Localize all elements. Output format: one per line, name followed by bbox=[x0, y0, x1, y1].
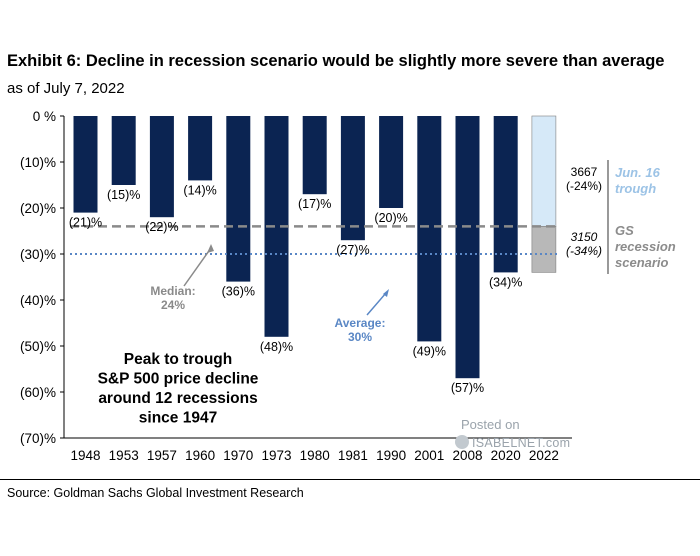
value-label-2008: (57)% bbox=[451, 381, 484, 395]
bar-1957 bbox=[149, 116, 174, 218]
x-tick-label-1957: 1957 bbox=[147, 448, 177, 463]
x-tick-label-1970: 1970 bbox=[223, 448, 253, 463]
x-tick-label-1960: 1960 bbox=[185, 448, 215, 463]
bar-1981 bbox=[340, 116, 365, 241]
x-tick-label-1973: 1973 bbox=[261, 448, 291, 463]
watermark-line1: Posted on bbox=[461, 417, 520, 432]
source-note: Source: Goldman Sachs Global Investment … bbox=[7, 486, 304, 500]
y-tick-label: (60)% bbox=[20, 385, 56, 400]
average-value: 30% bbox=[348, 330, 372, 344]
value-label-1980: (17)% bbox=[298, 197, 331, 211]
bar-1980 bbox=[302, 116, 327, 195]
y-tick-label: (10)% bbox=[20, 155, 56, 170]
average-arrowhead bbox=[383, 289, 389, 297]
chart-subtitle: as of July 7, 2022 bbox=[7, 80, 125, 97]
value-label-1960: (14)% bbox=[183, 183, 216, 197]
footer-divider bbox=[0, 479, 700, 480]
x-tick-label-2008: 2008 bbox=[452, 448, 482, 463]
median-arrowhead bbox=[207, 244, 214, 253]
x-tick-label-1980: 1980 bbox=[300, 448, 330, 463]
bar-1970 bbox=[226, 116, 251, 282]
chart-title: Exhibit 6: Decline in recession scenario… bbox=[7, 52, 665, 70]
value-label-2020: (34)% bbox=[489, 275, 522, 289]
x-tick-label-2001: 2001 bbox=[414, 448, 444, 463]
watermark-line2: ISABELNET.com bbox=[472, 436, 571, 450]
value-label-1973: (48)% bbox=[260, 340, 293, 354]
value-label-2001: (49)% bbox=[413, 344, 446, 358]
value-label-1953: (15)% bbox=[107, 188, 140, 202]
scenario-jun16-pct: (-24%) bbox=[566, 179, 602, 193]
median-arrow bbox=[183, 247, 212, 287]
legend-text: trough bbox=[615, 181, 656, 196]
y-tick-label: (40)% bbox=[20, 293, 56, 308]
x-tick-label-2022: 2022 bbox=[529, 448, 559, 463]
watermark: Posted on ISABELNET.com bbox=[455, 416, 570, 452]
x-tick-label-1981: 1981 bbox=[338, 448, 368, 463]
bar-chart: 0 % (10)% (20)% (30)% (40)% (50)% (60)% (70)% (2… bbox=[20, 109, 676, 463]
scenario-jun16-value: 3667 bbox=[571, 165, 598, 179]
scenario-gs-pct: (-34%) bbox=[566, 244, 602, 258]
scenario-gs-value: 3150 bbox=[571, 230, 598, 244]
x-tick-label-1990: 1990 bbox=[376, 448, 406, 463]
value-label-1990: (20)% bbox=[374, 211, 407, 225]
legend-text: recession bbox=[615, 239, 676, 254]
y-tick-label: (30)% bbox=[20, 247, 56, 262]
annotation-line-3: around 12 recessions bbox=[98, 390, 257, 407]
y-tick-label: (50)% bbox=[20, 339, 56, 354]
legend-text: GS bbox=[615, 223, 634, 238]
x-tick-label-1953: 1953 bbox=[109, 448, 139, 463]
average-arrow bbox=[366, 292, 387, 316]
annotation-line-2: S&P 500 price decline bbox=[98, 371, 259, 388]
y-tick-label: 0 % bbox=[33, 109, 56, 124]
legend-text: scenario bbox=[615, 255, 669, 270]
bar-2020 bbox=[493, 116, 518, 273]
x-tick-label-1948: 1948 bbox=[70, 448, 100, 463]
median-label: Median: bbox=[150, 284, 195, 298]
bar-2001 bbox=[417, 116, 442, 342]
bar-2008 bbox=[455, 116, 480, 379]
value-label-1970: (36)% bbox=[222, 285, 255, 299]
annotation-line-4: since 1947 bbox=[139, 410, 217, 427]
y-tick-label: (70)% bbox=[20, 431, 56, 446]
median-value: 24% bbox=[161, 298, 185, 312]
average-label: Average: bbox=[335, 316, 386, 330]
globe-icon bbox=[455, 435, 469, 449]
bar-1953 bbox=[111, 116, 136, 185]
value-label-1981: (27)% bbox=[336, 243, 369, 257]
bar-1990 bbox=[379, 116, 404, 208]
annotation-line-1: Peak to trough bbox=[124, 351, 233, 368]
bar-2022-jun16-trough bbox=[531, 115, 557, 227]
value-label-1957: (22)% bbox=[145, 220, 178, 234]
value-label-1948: (21)% bbox=[69, 216, 102, 230]
bar-1960 bbox=[188, 116, 213, 181]
legend-text: Jun. 16 bbox=[615, 165, 661, 180]
x-tick-label-2020: 2020 bbox=[491, 448, 521, 463]
y-tick-label: (20)% bbox=[20, 201, 56, 216]
bar-2022-gs-scenario bbox=[531, 226, 557, 273]
bar-1948 bbox=[73, 116, 98, 213]
